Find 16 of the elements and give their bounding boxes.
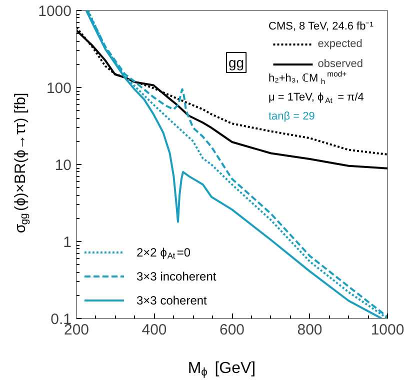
legend-label: expected bbox=[318, 38, 362, 50]
x-tick-label: 400 bbox=[142, 322, 167, 338]
x-tick-label: 1000 bbox=[370, 322, 404, 338]
annotation: tanβ = 29 bbox=[268, 110, 315, 122]
y-axis-title: σgg(ϕ)×BR(ϕ→ττ) [fb] bbox=[12, 92, 30, 234]
y-tick-label: 1000 bbox=[38, 3, 72, 20]
legend-label: 3×3 coherent bbox=[136, 294, 208, 308]
annotation: CMS, 8 TeV, 24.6 fb⁻¹ bbox=[268, 20, 374, 32]
y-tick-label: 1 bbox=[63, 234, 72, 251]
legend-label: observed bbox=[318, 58, 363, 70]
x-tick-label: 800 bbox=[297, 322, 322, 338]
x-tick-label: 600 bbox=[219, 322, 245, 338]
y-tick-label: 10 bbox=[54, 157, 72, 174]
y-tick-label: 100 bbox=[46, 80, 72, 97]
legend-label: 3×3 incoherent bbox=[136, 270, 217, 284]
annotation: gg bbox=[228, 54, 244, 70]
